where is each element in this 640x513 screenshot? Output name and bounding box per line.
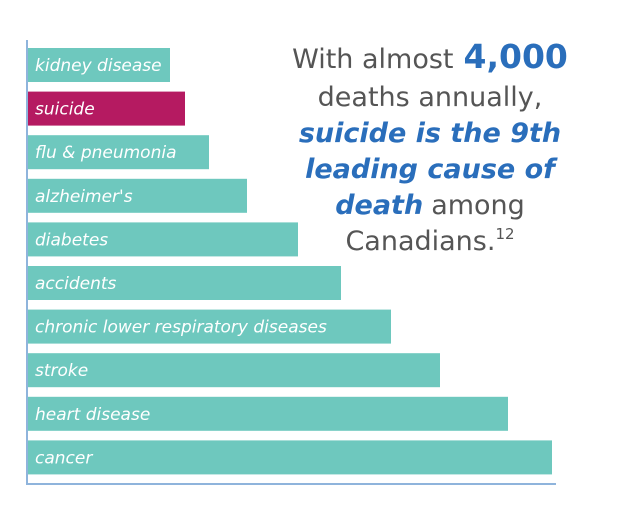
annotation-line: death among: [335, 190, 525, 221]
bar-label: flu & pneumonia: [35, 143, 177, 163]
bar: [28, 178, 247, 213]
bar-label: suicide: [35, 100, 95, 120]
bar-label: cancer: [35, 448, 93, 468]
annotation-text: among: [431, 190, 525, 221]
annotation-text: deaths annually,: [318, 82, 543, 113]
bar: [28, 266, 341, 300]
bar-label: heart disease: [35, 405, 150, 425]
annotation-line: deaths annually,: [318, 82, 543, 113]
bar: [28, 222, 298, 257]
annotation-text: With almost: [292, 44, 453, 75]
annotation-line: With almost 4,000: [292, 37, 568, 76]
annotation-superscript: 12: [495, 225, 514, 243]
bar-label: stroke: [35, 361, 88, 381]
annotation-text: Canadians.: [345, 226, 495, 257]
bar: [28, 135, 209, 170]
bar: [28, 309, 391, 344]
annotation-line: Canadians.12: [345, 225, 514, 257]
annotation-text: suicide is the 9th: [299, 118, 561, 149]
annotation-line: suicide is the 9th: [299, 118, 561, 149]
bar: [28, 440, 552, 475]
bar-label: kidney disease: [35, 56, 162, 76]
annotation-text: death: [335, 190, 423, 221]
annotation-number: 4,000: [464, 37, 568, 76]
bar-label: alzheimer's: [35, 187, 133, 207]
annotation-text: leading cause of: [305, 154, 558, 185]
bar: [28, 353, 440, 388]
bar-label: diabetes: [35, 230, 108, 250]
bar: [28, 396, 508, 431]
annotation-line: leading cause of: [305, 154, 558, 185]
bar-label: accidents: [35, 274, 117, 294]
bar-label: chronic lower respiratory diseases: [35, 318, 327, 338]
bar: [28, 48, 170, 82]
annotation: With almost 4,000 deaths annually, suicid…: [292, 37, 568, 257]
bar: [28, 91, 185, 126]
